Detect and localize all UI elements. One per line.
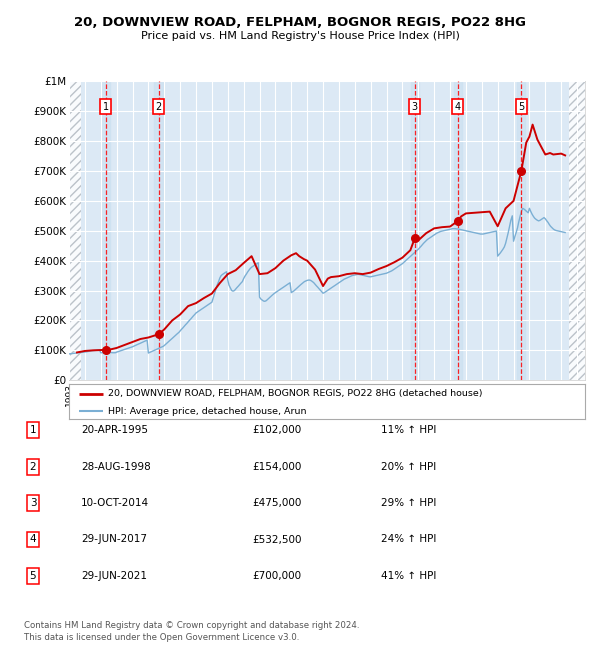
Text: 5: 5 — [29, 571, 37, 581]
Text: 4: 4 — [455, 101, 461, 112]
Bar — [69, 81, 81, 380]
Text: 24% ↑ HPI: 24% ↑ HPI — [381, 534, 436, 545]
Text: 5: 5 — [518, 101, 524, 112]
Text: 3: 3 — [29, 498, 37, 508]
Text: 20-APR-1995: 20-APR-1995 — [81, 425, 148, 436]
Bar — [154, 81, 163, 380]
Text: 29-JUN-2017: 29-JUN-2017 — [81, 534, 147, 545]
Text: £700,000: £700,000 — [252, 571, 301, 581]
Text: £475,000: £475,000 — [252, 498, 301, 508]
Text: 10-OCT-2014: 10-OCT-2014 — [81, 498, 149, 508]
Text: 29% ↑ HPI: 29% ↑ HPI — [381, 498, 436, 508]
Bar — [101, 81, 110, 380]
Text: Price paid vs. HM Land Registry's House Price Index (HPI): Price paid vs. HM Land Registry's House … — [140, 31, 460, 41]
Text: 29-JUN-2021: 29-JUN-2021 — [81, 571, 147, 581]
Bar — [517, 81, 526, 380]
Bar — [454, 81, 462, 380]
Text: 41% ↑ HPI: 41% ↑ HPI — [381, 571, 436, 581]
Bar — [411, 81, 419, 380]
Text: Contains HM Land Registry data © Crown copyright and database right 2024.
This d: Contains HM Land Registry data © Crown c… — [24, 621, 359, 642]
Text: 20, DOWNVIEW ROAD, FELPHAM, BOGNOR REGIS, PO22 8HG: 20, DOWNVIEW ROAD, FELPHAM, BOGNOR REGIS… — [74, 16, 526, 29]
Text: 3: 3 — [412, 101, 418, 112]
Text: 20, DOWNVIEW ROAD, FELPHAM, BOGNOR REGIS, PO22 8HG (detached house): 20, DOWNVIEW ROAD, FELPHAM, BOGNOR REGIS… — [108, 389, 482, 398]
Text: 2: 2 — [29, 462, 37, 472]
Text: 11% ↑ HPI: 11% ↑ HPI — [381, 425, 436, 436]
Text: £532,500: £532,500 — [252, 534, 302, 545]
Bar — [569, 81, 585, 380]
Text: £102,000: £102,000 — [252, 425, 301, 436]
Text: 2: 2 — [155, 101, 162, 112]
Text: 1: 1 — [103, 101, 109, 112]
Text: 4: 4 — [29, 534, 37, 545]
Text: £154,000: £154,000 — [252, 462, 301, 472]
Text: 1: 1 — [29, 425, 37, 436]
Text: 28-AUG-1998: 28-AUG-1998 — [81, 462, 151, 472]
Text: 20% ↑ HPI: 20% ↑ HPI — [381, 462, 436, 472]
Text: HPI: Average price, detached house, Arun: HPI: Average price, detached house, Arun — [108, 407, 306, 416]
